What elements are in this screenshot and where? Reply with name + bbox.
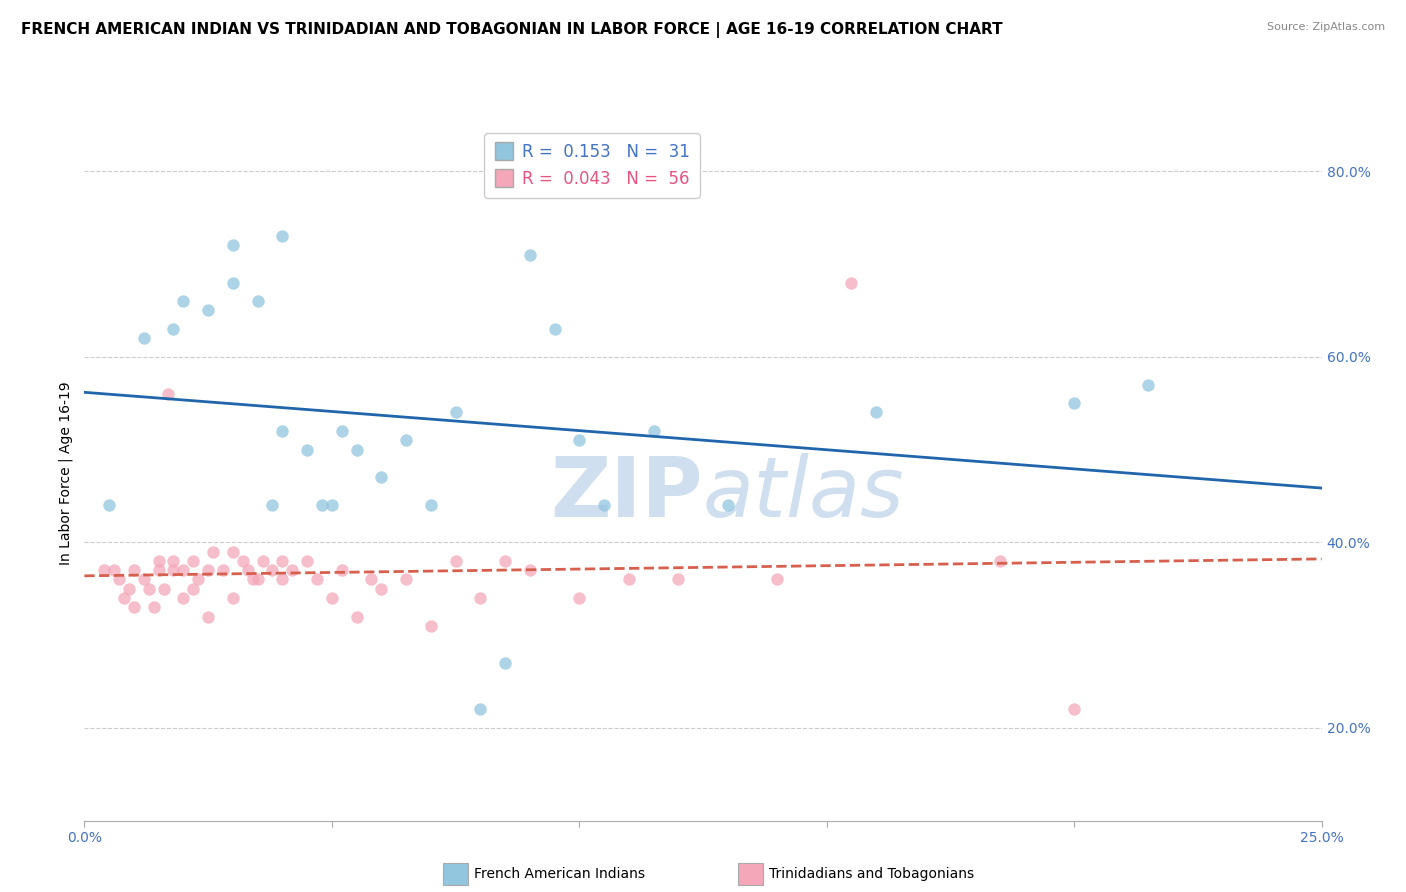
Point	[305, 573, 328, 587]
Point	[346, 442, 368, 457]
Point	[311, 498, 333, 512]
Point	[568, 434, 591, 448]
Point	[666, 573, 689, 587]
Point	[93, 563, 115, 577]
Point	[103, 563, 125, 577]
Point	[360, 573, 382, 587]
Point	[148, 563, 170, 577]
Point	[444, 405, 467, 419]
Point	[593, 498, 616, 512]
Point	[395, 434, 418, 448]
Point	[246, 294, 269, 309]
Point	[271, 573, 294, 587]
Point	[172, 294, 194, 309]
Point	[1137, 377, 1160, 392]
Point	[470, 591, 492, 605]
Point	[330, 424, 353, 438]
Point	[98, 498, 121, 512]
Point	[197, 609, 219, 624]
Point	[1063, 702, 1085, 716]
Point	[295, 442, 318, 457]
Point	[172, 563, 194, 577]
Point	[271, 424, 294, 438]
Point	[271, 554, 294, 568]
Point	[494, 656, 516, 670]
Point	[262, 563, 284, 577]
Point	[222, 544, 245, 558]
Point	[112, 591, 135, 605]
Text: ZIP: ZIP	[551, 453, 703, 534]
Point	[1063, 396, 1085, 410]
Point	[395, 573, 418, 587]
Point	[444, 554, 467, 568]
Point	[236, 563, 259, 577]
Point	[643, 424, 665, 438]
Point	[152, 582, 174, 596]
Point	[222, 238, 245, 252]
Legend: R =  0.153   N =  31, R =  0.043   N =  56: R = 0.153 N = 31, R = 0.043 N = 56	[484, 133, 700, 197]
Y-axis label: In Labor Force | Age 16-19: In Labor Force | Age 16-19	[59, 381, 73, 565]
Point	[262, 498, 284, 512]
Point	[494, 554, 516, 568]
Text: French American Indians: French American Indians	[474, 867, 645, 881]
Point	[197, 563, 219, 577]
Point	[271, 229, 294, 244]
Point	[988, 554, 1011, 568]
Point	[370, 582, 392, 596]
Text: Source: ZipAtlas.com: Source: ZipAtlas.com	[1267, 22, 1385, 32]
Point	[419, 619, 441, 633]
Point	[865, 405, 887, 419]
Point	[187, 573, 209, 587]
Point	[519, 563, 541, 577]
Point	[717, 498, 740, 512]
Point	[617, 573, 640, 587]
Point	[181, 554, 204, 568]
Point	[212, 563, 235, 577]
Point	[162, 554, 184, 568]
Text: atlas: atlas	[703, 453, 904, 534]
Point	[419, 498, 441, 512]
Point	[172, 591, 194, 605]
Point	[142, 600, 165, 615]
Point	[370, 470, 392, 484]
Point	[197, 303, 219, 318]
Point	[162, 322, 184, 336]
Text: Trinidadians and Tobagonians: Trinidadians and Tobagonians	[769, 867, 974, 881]
Point	[157, 387, 180, 401]
Point	[321, 591, 343, 605]
Text: FRENCH AMERICAN INDIAN VS TRINIDADIAN AND TOBAGONIAN IN LABOR FORCE | AGE 16-19 : FRENCH AMERICAN INDIAN VS TRINIDADIAN AN…	[21, 22, 1002, 38]
Point	[122, 563, 145, 577]
Point	[162, 563, 184, 577]
Point	[118, 582, 141, 596]
Point	[766, 573, 789, 587]
Point	[841, 276, 863, 290]
Point	[281, 563, 304, 577]
Point	[202, 544, 225, 558]
Point	[108, 573, 131, 587]
Point	[132, 331, 155, 345]
Point	[181, 582, 204, 596]
Point	[346, 609, 368, 624]
Point	[330, 563, 353, 577]
Point	[222, 276, 245, 290]
Point	[242, 573, 264, 587]
Point	[222, 591, 245, 605]
Point	[543, 322, 565, 336]
Point	[138, 582, 160, 596]
Point	[321, 498, 343, 512]
Point	[568, 591, 591, 605]
Point	[470, 702, 492, 716]
Point	[246, 573, 269, 587]
Point	[295, 554, 318, 568]
Point	[232, 554, 254, 568]
Point	[132, 573, 155, 587]
Point	[252, 554, 274, 568]
Point	[122, 600, 145, 615]
Point	[519, 248, 541, 262]
Point	[148, 554, 170, 568]
